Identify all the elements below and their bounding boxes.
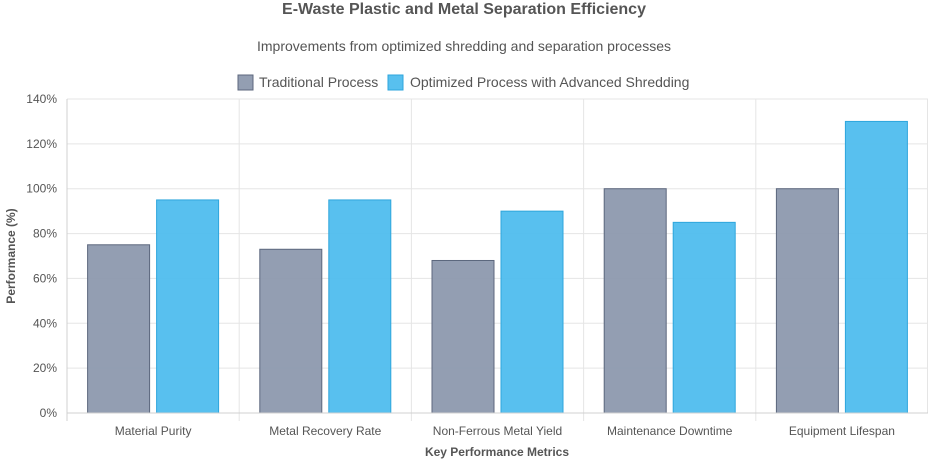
legend-label-optimized: Optimized Process with Advanced Shreddin…: [410, 74, 689, 90]
y-axis-ticks: 0% 20% 40% 60% 80% 100% 120% 140%: [26, 92, 57, 420]
legend-label-traditional: Traditional Process: [259, 74, 378, 90]
legend-item-optimized[interactable]: Optimized Process with Advanced Shreddin…: [387, 74, 689, 91]
bar-optimized: [328, 199, 392, 414]
chart-title: E-Waste Plastic and Metal Separation Eff…: [282, 1, 646, 18]
legend-swatch-optimized: [387, 74, 404, 91]
x-tick-label: Metal Recovery Rate: [269, 424, 381, 438]
chart-subtitle: Improvements from optimized shredding an…: [257, 38, 671, 54]
bar-traditional: [87, 244, 151, 414]
axes: [66, 99, 928, 421]
bars: [87, 120, 908, 414]
y-axis-title: Performance (%): [4, 208, 18, 303]
y-tick-label: 100%: [26, 182, 57, 196]
x-tick-label: Non-Ferrous Metal Yield: [433, 424, 562, 438]
y-tick-label: 20%: [33, 361, 57, 375]
bar-optimized: [500, 210, 564, 414]
legend-swatch-traditional: [237, 74, 254, 91]
x-tick-label: Equipment Lifespan: [789, 424, 895, 438]
x-axis-title: Key Performance Metrics: [425, 445, 569, 459]
legend[interactable]: Traditional Process Optimized Process wi…: [237, 74, 689, 91]
bar-optimized: [844, 120, 908, 414]
y-tick-label: 140%: [26, 92, 57, 106]
bar-traditional: [431, 259, 495, 414]
y-tick-label: 120%: [26, 137, 57, 151]
y-tick-label: 80%: [33, 227, 57, 241]
bar-traditional: [259, 248, 323, 414]
bar-traditional: [603, 188, 667, 414]
y-tick-label: 0%: [40, 406, 58, 420]
bar-traditional: [775, 188, 839, 414]
legend-item-traditional[interactable]: Traditional Process: [237, 74, 378, 91]
bar-optimized: [672, 221, 736, 414]
y-tick-label: 60%: [33, 271, 57, 285]
y-tick-label: 40%: [33, 316, 57, 330]
bar-optimized: [156, 199, 220, 414]
x-tick-label: Material Purity: [115, 424, 192, 438]
x-tick-label: Maintenance Downtime: [607, 424, 733, 438]
x-axis-ticks: Material Purity Metal Recovery Rate Non-Fe…: [115, 424, 895, 438]
